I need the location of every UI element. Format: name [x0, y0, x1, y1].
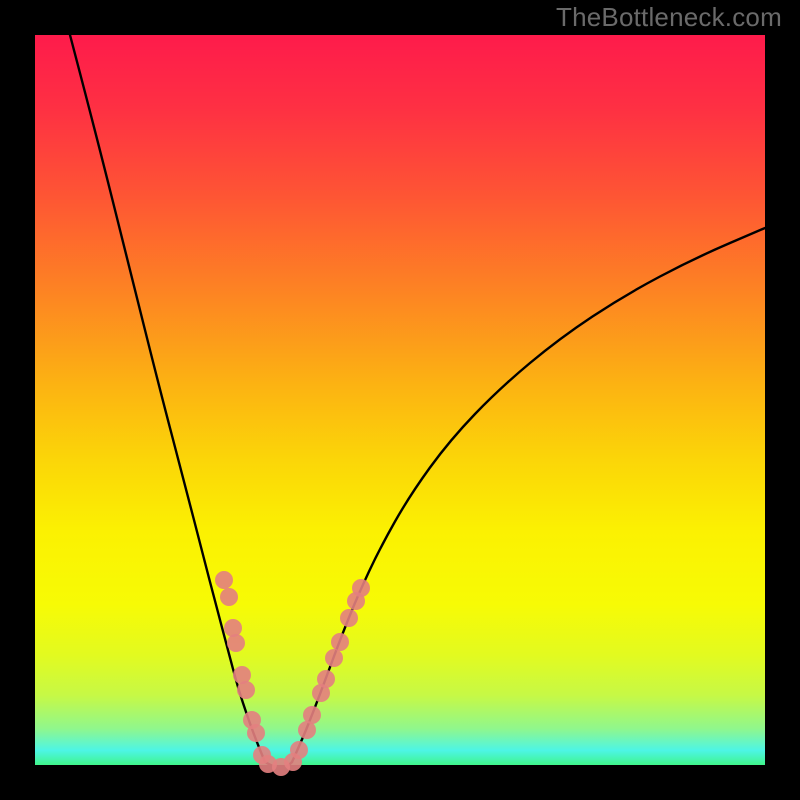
marker-dot: [216, 572, 233, 589]
marker-dots: [216, 572, 370, 776]
curves-layer: [0, 0, 800, 800]
marker-dot: [248, 725, 265, 742]
curve-left: [70, 35, 265, 762]
curve-right: [292, 228, 765, 762]
marker-dot: [234, 667, 251, 684]
marker-dot: [304, 707, 321, 724]
marker-dot: [291, 742, 308, 759]
marker-dot: [225, 620, 242, 637]
watermark-label: TheBottleneck.com: [556, 2, 782, 33]
marker-dot: [326, 650, 343, 667]
marker-dot: [228, 635, 245, 652]
marker-dot: [299, 722, 316, 739]
marker-dot: [353, 580, 370, 597]
marker-dot: [332, 634, 349, 651]
marker-dot: [341, 610, 358, 627]
chart-stage: TheBottleneck.com: [0, 0, 800, 800]
marker-dot: [221, 589, 238, 606]
marker-dot: [318, 671, 335, 688]
marker-dot: [238, 682, 255, 699]
